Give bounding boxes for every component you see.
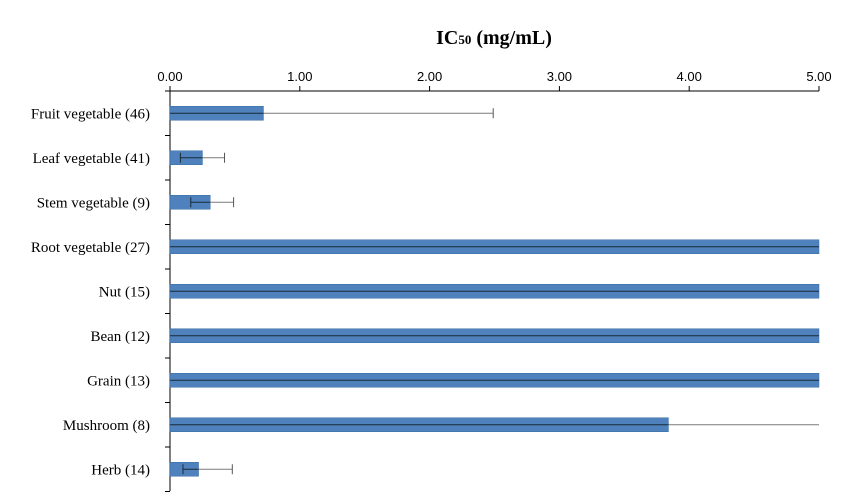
category-label: Grain (13) [87,373,150,389]
x-tick-label: 3.00 [547,69,572,84]
category-label: Leaf vegetable (41) [33,151,150,167]
bars [169,106,820,477]
x-tick-label: 5.00 [806,69,831,84]
x-tick-label: 1.00 [287,69,312,84]
category-label: Bean (12) [90,329,150,345]
x-tick-label: 4.00 [677,69,702,84]
category-label: Mushroom (8) [63,418,150,434]
category-label: Herb (14) [91,462,150,478]
category-label: Fruit vegetable (46) [31,106,150,122]
chart-title: IC50 (mg/mL) [436,27,552,49]
x-tick-label: 0.00 [157,69,182,84]
category-label: Root vegetable (27) [31,240,150,256]
category-label: Nut (15) [99,284,150,300]
title-main: IC [436,27,458,49]
category-labels: Fruit vegetable (46) Leaf vegetable (41) S… [31,106,150,478]
title-unit: (mg/mL) [476,27,552,49]
x-tick-label: 2.00 [417,69,442,84]
category-label: Stem vegetable (9) [37,195,150,211]
title-subscript: 50 [458,32,471,47]
